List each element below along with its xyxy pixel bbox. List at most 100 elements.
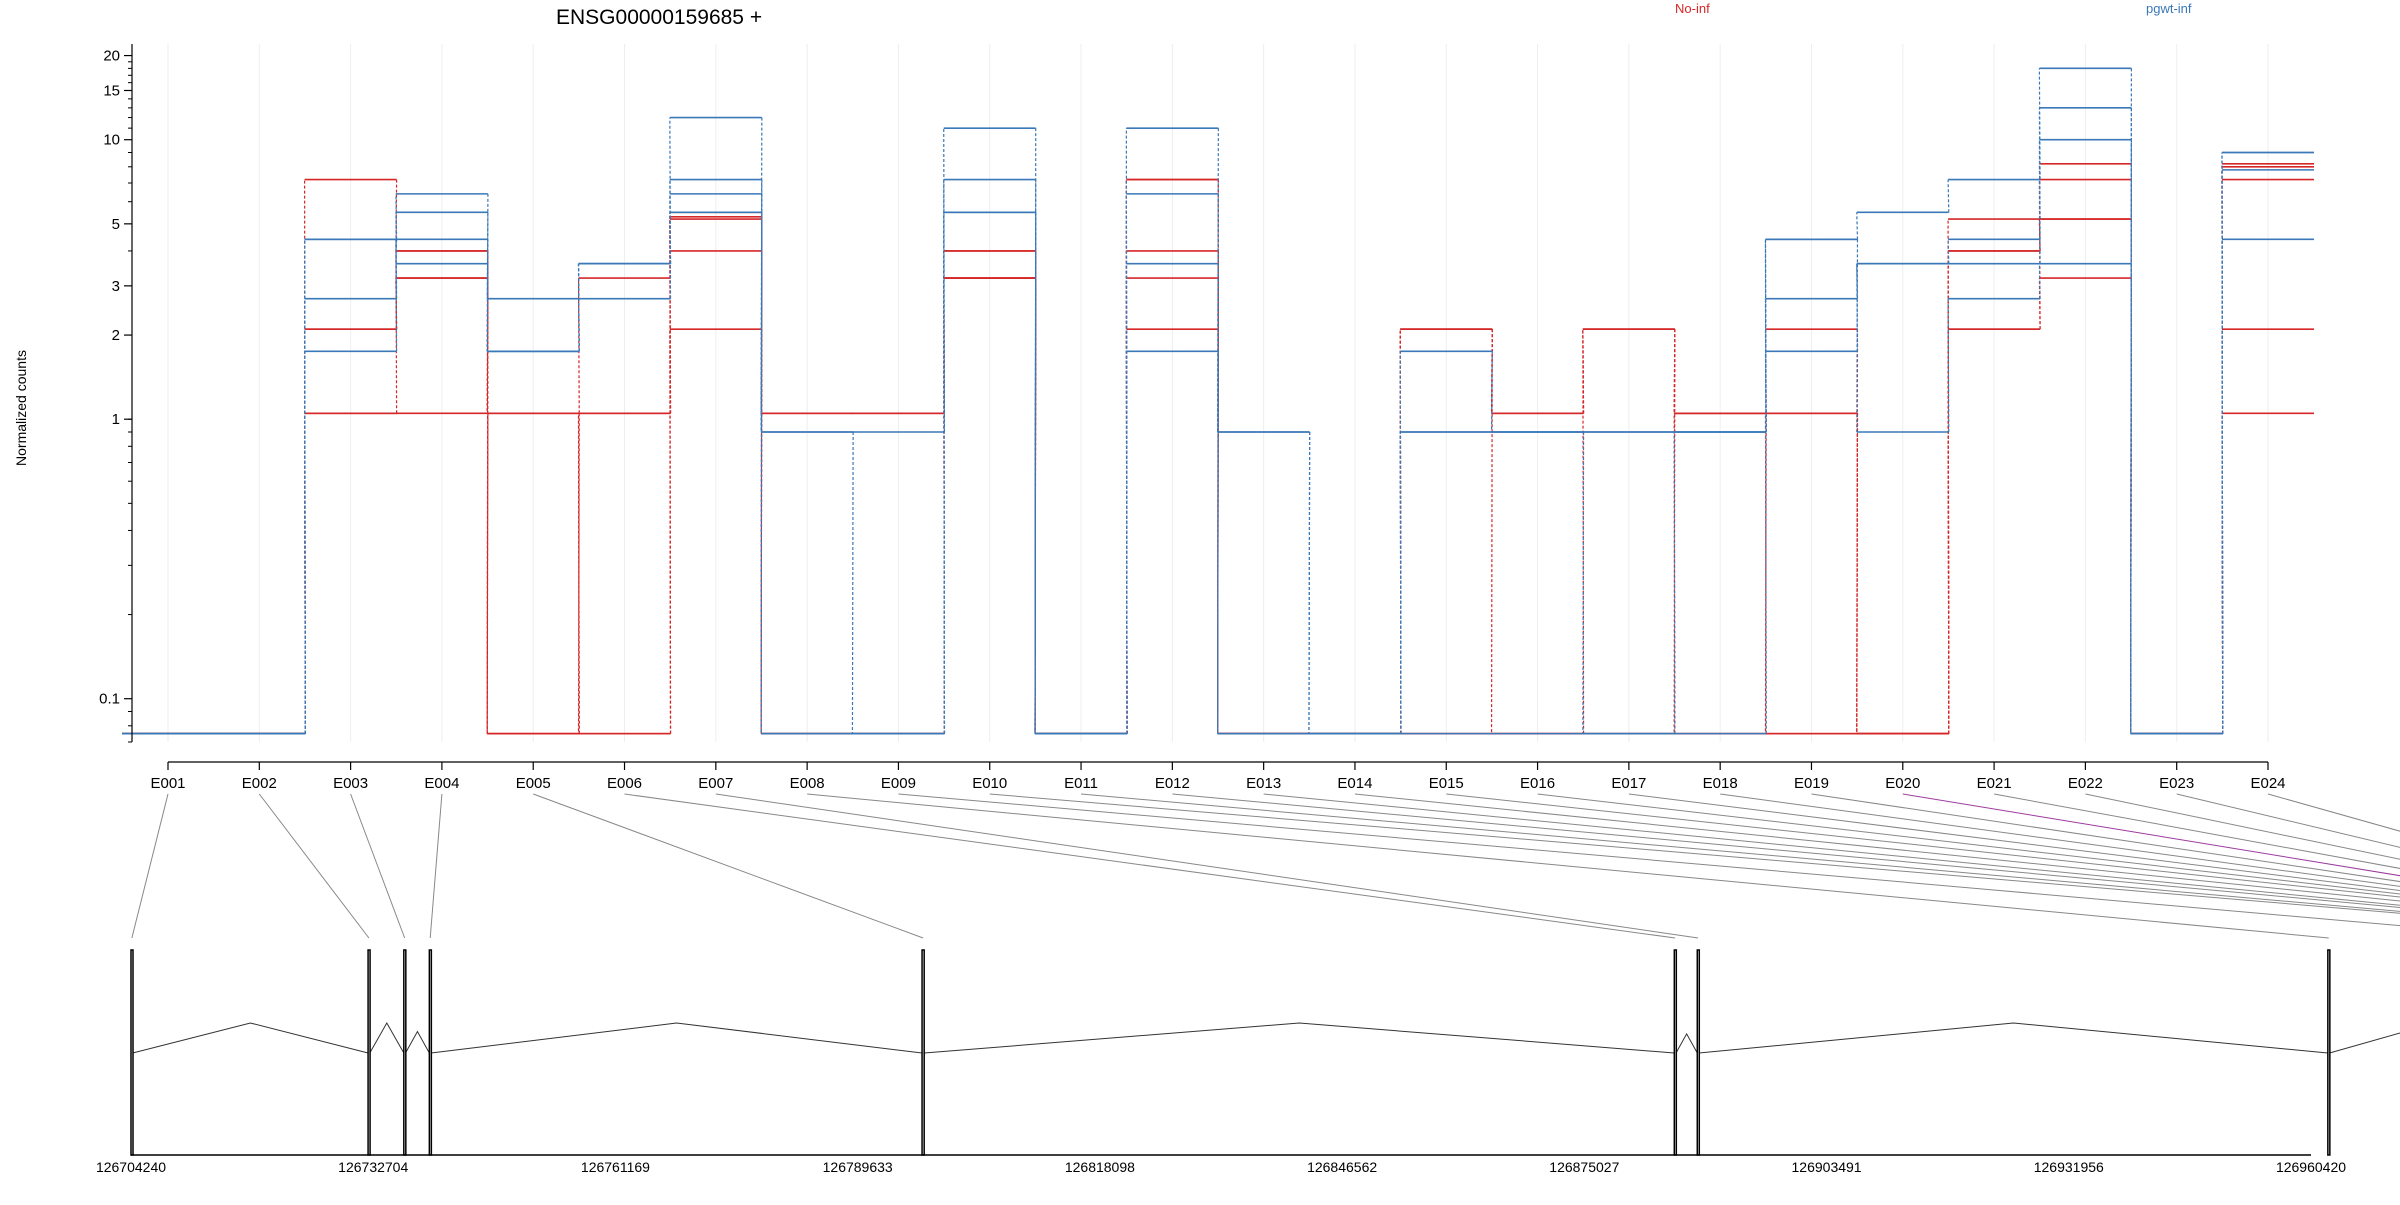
series-connector bbox=[1947, 298, 1950, 432]
x-tick-label: E014 bbox=[1337, 775, 1372, 792]
series-connector bbox=[1947, 179, 1950, 213]
genomic-tick-label: 126704240 bbox=[96, 1159, 166, 1175]
series-pgwt-inf bbox=[122, 211, 2314, 735]
x-tick-label: E006 bbox=[607, 775, 642, 792]
series-connector bbox=[486, 250, 489, 734]
series-connector bbox=[1125, 263, 1128, 734]
y-tick-label: 3 bbox=[112, 278, 120, 295]
intron bbox=[430, 1022, 923, 1054]
series-connector bbox=[2221, 239, 2224, 734]
exon bbox=[2327, 949, 2331, 1156]
exon bbox=[1696, 949, 1701, 1156]
exon-connector bbox=[1080, 793, 2400, 912]
exon bbox=[403, 949, 407, 1156]
series-connector bbox=[1673, 431, 1676, 734]
x-tick-label: E005 bbox=[516, 775, 551, 792]
x-tick-label: E012 bbox=[1155, 775, 1190, 792]
series-connector bbox=[1308, 431, 1311, 734]
x-tick-label: E015 bbox=[1429, 775, 1464, 792]
series-connector bbox=[395, 239, 398, 264]
series-connector bbox=[1034, 212, 1037, 734]
exon-connector bbox=[715, 793, 1699, 939]
connector-layer bbox=[131, 793, 2400, 939]
x-tick-label: E008 bbox=[790, 775, 825, 792]
genomic-tick-label: 126931956 bbox=[2034, 1159, 2104, 1175]
intron bbox=[2329, 1032, 2400, 1054]
exon-connector bbox=[898, 793, 2400, 927]
series-connector bbox=[669, 212, 672, 264]
exon-connector bbox=[1720, 793, 2400, 887]
exon-connector bbox=[2176, 793, 2400, 848]
exon-connector bbox=[1446, 793, 2400, 898]
genomic-tick-label: 126960420 bbox=[2276, 1159, 2346, 1175]
y-tick-label: 5 bbox=[112, 216, 120, 233]
exon-connector bbox=[533, 793, 924, 939]
x-tick-label: E011 bbox=[1064, 775, 1098, 792]
exon bbox=[1673, 949, 1678, 1156]
chart-title: ENSG00000159685 + bbox=[556, 6, 762, 29]
x-tick-label: E013 bbox=[1246, 775, 1281, 792]
x-tick-label: E016 bbox=[1520, 775, 1555, 792]
series-connector bbox=[1490, 351, 1493, 433]
series-connector bbox=[2038, 263, 2041, 299]
intron bbox=[405, 1030, 430, 1054]
series-layer bbox=[122, 67, 2314, 735]
x-tick-label: E020 bbox=[1885, 775, 1920, 792]
exon-connector bbox=[1993, 793, 2400, 869]
series-connector bbox=[760, 212, 763, 432]
x-tick-label: E023 bbox=[2159, 775, 2194, 792]
y-tick-label: 1 bbox=[112, 411, 120, 428]
x-tick-label: E024 bbox=[2250, 775, 2285, 792]
exon-connector bbox=[131, 793, 169, 939]
genomic-tick-label: 126789633 bbox=[823, 1159, 893, 1175]
x-tick-label: E018 bbox=[1703, 775, 1738, 792]
x-tick-label: E001 bbox=[150, 775, 185, 792]
series-connector bbox=[1856, 263, 1859, 352]
series-connector bbox=[1856, 413, 1859, 734]
series-connector bbox=[1582, 329, 1585, 734]
grid-layer bbox=[167, 44, 2269, 742]
series-connector bbox=[1856, 212, 1859, 240]
series-connector bbox=[1582, 431, 1585, 734]
intron bbox=[132, 1022, 369, 1054]
series-connector bbox=[943, 212, 946, 734]
series-connector bbox=[1399, 431, 1402, 734]
series-connector bbox=[2038, 219, 2041, 251]
intron bbox=[924, 1022, 1675, 1054]
series-connector bbox=[1947, 239, 1950, 264]
exon-connector bbox=[1263, 793, 2400, 906]
exon-connector bbox=[1902, 793, 2400, 877]
series-connector bbox=[669, 117, 672, 264]
axis-layer: 0.1 1 2 3 5 10 15 20 E001 E002 E003 E004 E005 E006 E00… bbox=[99, 44, 2286, 792]
genomic-tick-label: 126875027 bbox=[1549, 1159, 1619, 1175]
exon-connector bbox=[2267, 793, 2400, 832]
series-connector bbox=[1856, 239, 1859, 432]
genomic-tick-label: 126818098 bbox=[1065, 1159, 1135, 1175]
y-tick-label: 15 bbox=[103, 82, 120, 99]
intron bbox=[369, 1021, 405, 1054]
genomic-tick-label: 126846562 bbox=[1307, 1159, 1377, 1175]
exon bbox=[130, 949, 134, 1156]
exon-connector bbox=[1537, 793, 2400, 895]
x-tick-label: E002 bbox=[242, 775, 277, 792]
exon-connector bbox=[1172, 793, 2400, 908]
legend-label-pgwt-inf: pgwt-inf bbox=[2146, 1, 2192, 16]
x-tick-label: E017 bbox=[1611, 775, 1646, 792]
series-connector bbox=[395, 179, 398, 251]
series-connector bbox=[486, 263, 489, 352]
y-tick-label: 20 bbox=[103, 48, 120, 65]
series-connector bbox=[304, 239, 306, 734]
exon-connector bbox=[258, 793, 370, 939]
series-connector bbox=[669, 212, 672, 734]
x-tick-label: E010 bbox=[972, 775, 1007, 792]
series-connector bbox=[395, 239, 398, 352]
series-connector bbox=[577, 413, 580, 734]
x-tick-label: E019 bbox=[1794, 775, 1829, 792]
exon-connector bbox=[1628, 793, 2400, 892]
series-connector bbox=[1217, 351, 1219, 734]
legend-label-no-inf: No-inf bbox=[1675, 1, 1710, 16]
series-connector bbox=[1217, 263, 1219, 734]
x-tick-label: E022 bbox=[2068, 775, 2103, 792]
genomic-tick-label: 126761169 bbox=[581, 1159, 650, 1175]
